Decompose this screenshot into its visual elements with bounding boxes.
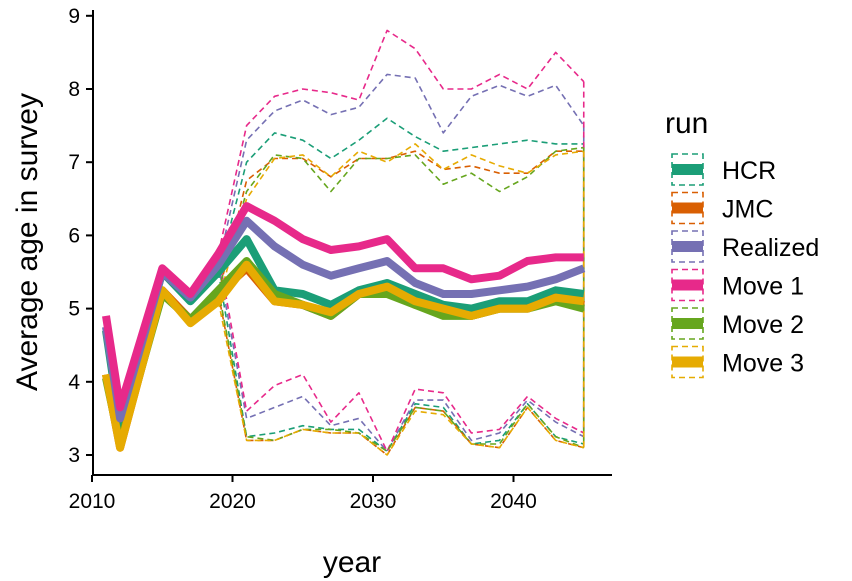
legend-key-swatch: [672, 318, 703, 329]
series-move-3-upper-line: [217, 143, 584, 302]
series-move-1-lower-line: [217, 253, 585, 453]
legend-items: HCR JMC Realized Move 1 Move 2 Move 3: [670, 152, 819, 380]
legend: run HCR JMC Realized Move 1 Move 2 Move 3: [665, 107, 819, 380]
series-hcr-upper-line: [217, 117, 584, 273]
y-tick-label: 4: [68, 371, 80, 394]
y-tick-label: 8: [68, 78, 80, 101]
series-jmc-upper-line: [217, 150, 584, 295]
x-tick-label: 2020: [209, 490, 256, 513]
legend-key: [670, 267, 705, 303]
legend-label: Move 2: [722, 311, 804, 339]
legend-key: [670, 152, 705, 187]
legend-key-swatch: [672, 164, 703, 175]
series-move-3-lower-line: [217, 301, 585, 456]
legend-key-dash-box: [671, 191, 704, 225]
legend-key-swatch: [672, 202, 703, 214]
legend-label: JMC: [722, 196, 773, 224]
series-move-1-line: [102, 202, 584, 412]
legend-key-swatch: [672, 241, 703, 252]
series-realized-upper-line: [217, 73, 585, 265]
y-ticks: 3 4 5 6 7 8 9: [68, 5, 93, 467]
legend-label: HCR: [722, 157, 776, 185]
legend-key-swatch: [672, 356, 703, 368]
legend-key-swatch: [672, 279, 703, 291]
x-tick-label: 2030: [350, 490, 397, 513]
axes: 3 4 5 6 7 8 9 2010 2020 2030 2040: [68, 5, 612, 513]
legend-label: Move 1: [722, 273, 804, 301]
legend-key-dash-box: [671, 153, 704, 186]
legend-label: Realized: [722, 234, 819, 262]
y-tick-label: 9: [68, 5, 80, 28]
x-ticks: 2010 2020 2030 2040: [69, 475, 537, 513]
series-move-3-line: [102, 260, 585, 452]
y-tick-label: 7: [68, 151, 80, 174]
x-tick-label: 2010: [69, 490, 116, 513]
legend-title: run: [665, 107, 708, 140]
legend-label: Move 3: [722, 350, 804, 378]
x-axis-title: year: [323, 546, 381, 579]
legend-key: [670, 306, 705, 341]
series-move-1-upper-line: [217, 29, 585, 254]
legend-key: [670, 229, 705, 264]
legend-key: [670, 190, 705, 226]
legend-key-dash-box: [671, 268, 704, 302]
series-move-2-upper-line: [217, 146, 584, 291]
x-tick-label: 2040: [490, 490, 537, 513]
y-tick-label: 6: [68, 224, 80, 247]
y-axis-title: Average age in survey: [11, 93, 44, 391]
legend-key: [670, 344, 705, 380]
series-realized-lower-line: [217, 264, 585, 453]
legend-key-dash-box: [671, 307, 704, 340]
legend-key-dash-box: [671, 230, 704, 263]
legend-key-dash-box: [671, 345, 704, 379]
y-tick-label: 3: [68, 444, 80, 467]
y-tick-label: 5: [68, 298, 80, 321]
plot-lines: [102, 29, 586, 456]
